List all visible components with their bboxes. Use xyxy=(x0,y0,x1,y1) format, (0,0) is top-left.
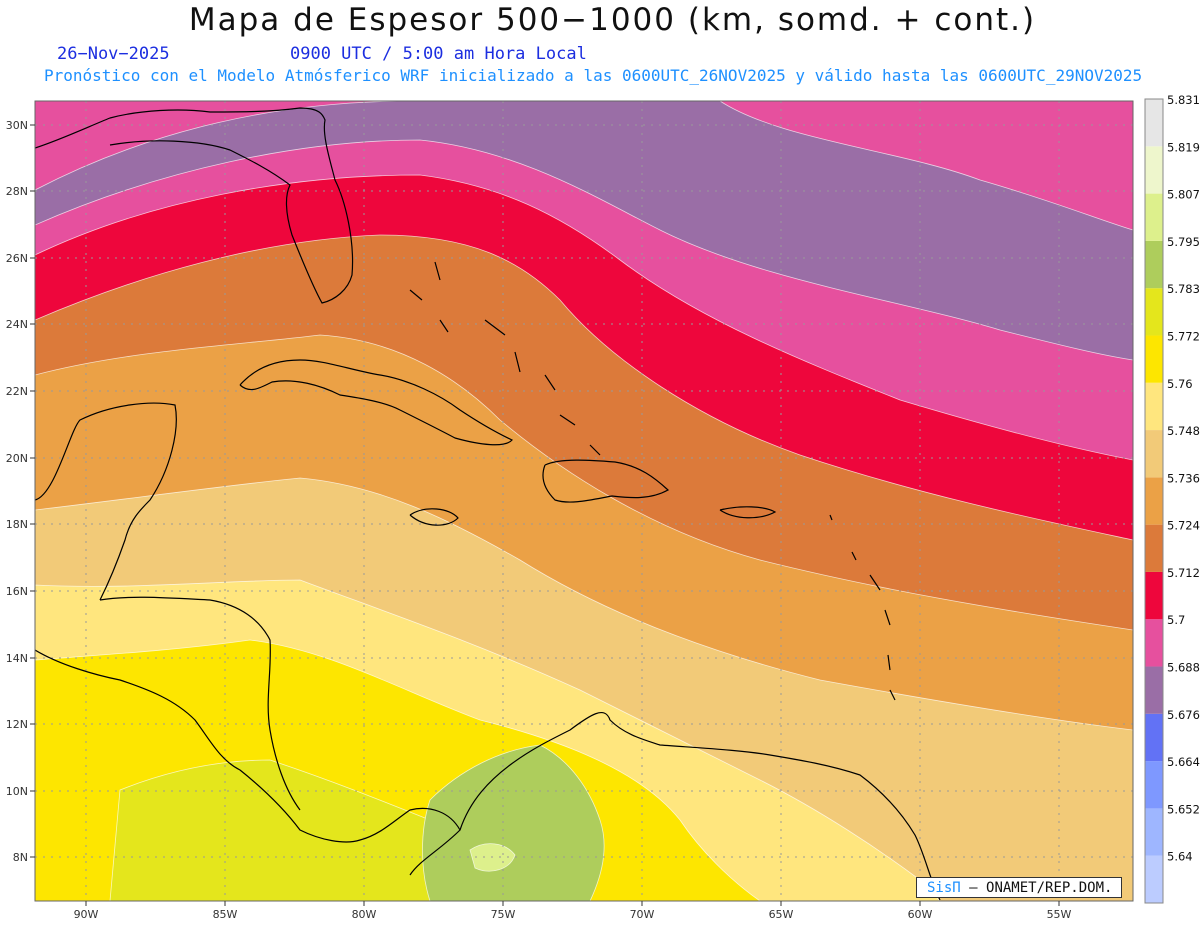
coastlines xyxy=(35,107,941,901)
colorbar-label: 5.724 xyxy=(1167,519,1200,533)
hispaniola-coast xyxy=(542,459,670,503)
lat-tick-label: 20N xyxy=(6,452,28,465)
central-america-coast xyxy=(35,649,461,876)
colorbar-swatch xyxy=(1145,855,1163,903)
colorbar-swatch xyxy=(1145,524,1163,572)
colorbar-label: 5.772 xyxy=(1167,329,1200,343)
lat-tick-label: 8N xyxy=(13,851,28,864)
colorbar-swatch xyxy=(1145,382,1163,431)
lat-tick-label: 28N xyxy=(6,185,28,198)
map-title: Mapa de Espesor 500−1000 (km, somd. + co… xyxy=(188,2,1037,38)
lon-tick-label: 80W xyxy=(352,908,377,921)
map-frame xyxy=(34,100,1134,902)
lesser-antilles-coast xyxy=(829,514,896,701)
latitude-axis: 30N 28N 26N 24N 22N 20N 18N 16N 14N 12N 10N 8N xyxy=(6,119,35,864)
map-gridlines xyxy=(35,101,1133,901)
colorbar-label: 5.807 xyxy=(1167,188,1200,202)
forecast-time: 0900 UTC / 5:00 am Hora Local xyxy=(290,44,587,64)
lat-tick-label: 16N xyxy=(6,585,28,598)
colorbar-label: 5.783 xyxy=(1167,282,1200,296)
credit-badge: SisΠ – ONAMET/REP.DOM. xyxy=(916,877,1122,898)
lat-tick-label: 30N xyxy=(6,119,28,132)
florida-coast xyxy=(35,107,354,304)
colorbar-swatch xyxy=(1145,477,1163,525)
colorbar-swatch xyxy=(1145,430,1163,478)
colorbar-swatch xyxy=(1145,571,1163,620)
yucatan-coast xyxy=(35,402,177,601)
colorbar-swatch xyxy=(1145,666,1163,714)
colorbar-label: 5.748 xyxy=(1167,424,1200,438)
colorbar-label: 5.664 xyxy=(1167,755,1200,769)
jamaica-coast xyxy=(409,508,459,526)
lat-tick-label: 24N xyxy=(6,318,28,331)
colorbar-swatch xyxy=(1145,99,1163,147)
lat-tick-label: 12N xyxy=(6,718,28,731)
caribbean-coast-north xyxy=(99,596,301,811)
lon-tick-label: 55W xyxy=(1047,908,1072,921)
forecast-date: 26−Nov−2025 xyxy=(57,44,170,64)
colorbar-swatch xyxy=(1145,335,1163,383)
colorbar-label: 5.831 xyxy=(1167,93,1200,107)
forecast-description: Pronóstico con el Modelo Atmósferico WRF… xyxy=(44,66,1143,85)
colorbar-label: 5.64 xyxy=(1167,850,1193,864)
thickness-band xyxy=(422,744,605,901)
lat-tick-label: 22N xyxy=(6,385,28,398)
lat-tick-label: 10N xyxy=(6,785,28,798)
south-america-coast xyxy=(459,712,941,901)
colorbar-label: 5.819 xyxy=(1167,140,1200,154)
colorbar-swatch xyxy=(1145,713,1163,762)
lon-tick-label: 65W xyxy=(769,908,794,921)
colorbar-swatch xyxy=(1145,146,1163,194)
lat-tick-label: 18N xyxy=(6,518,28,531)
credit-org: – ONAMET/REP.DOM. xyxy=(969,880,1113,896)
lon-tick-label: 60W xyxy=(908,908,933,921)
colorbar-label: 5.676 xyxy=(1167,708,1200,722)
colorbar-swatch xyxy=(1145,619,1163,667)
colorbar-label: 5.736 xyxy=(1167,471,1200,485)
lon-tick-label: 85W xyxy=(213,908,238,921)
lat-tick-label: 26N xyxy=(6,252,28,265)
map-plot-area xyxy=(35,101,1133,901)
longitude-axis: 90W 85W 80W 75W 70W 65W 60W 55W xyxy=(74,901,1072,921)
lon-tick-label: 75W xyxy=(491,908,516,921)
colorbar-label: 5.652 xyxy=(1167,802,1200,816)
colorbar-swatch xyxy=(1145,193,1163,241)
puerto-rico-coast xyxy=(719,506,777,519)
colorbar-label: 5.712 xyxy=(1167,566,1200,580)
lon-tick-label: 90W xyxy=(74,908,99,921)
colorbar-label: 5.688 xyxy=(1167,661,1200,675)
credit-brand: SisΠ xyxy=(927,880,961,896)
colorbar-swatch xyxy=(1145,288,1163,336)
colorbar: 5.64 5.652 5.664 5.676 5.688 5.7 5.712 5.724 5.7… xyxy=(1144,93,1200,904)
colorbar-label: 5.76 xyxy=(1167,377,1193,391)
lat-tick-label: 14N xyxy=(6,652,28,665)
colorbar-label: 5.7 xyxy=(1167,613,1185,627)
bahamas-coast xyxy=(409,261,601,456)
colorbar-label: 5.795 xyxy=(1167,235,1200,249)
cuba-coast xyxy=(239,359,513,446)
colorbar-swatch xyxy=(1145,808,1163,856)
colorbar-swatch xyxy=(1145,240,1163,289)
colorbar-frame xyxy=(1144,98,1164,904)
colorbar-swatch xyxy=(1145,761,1163,809)
lon-tick-label: 70W xyxy=(630,908,655,921)
